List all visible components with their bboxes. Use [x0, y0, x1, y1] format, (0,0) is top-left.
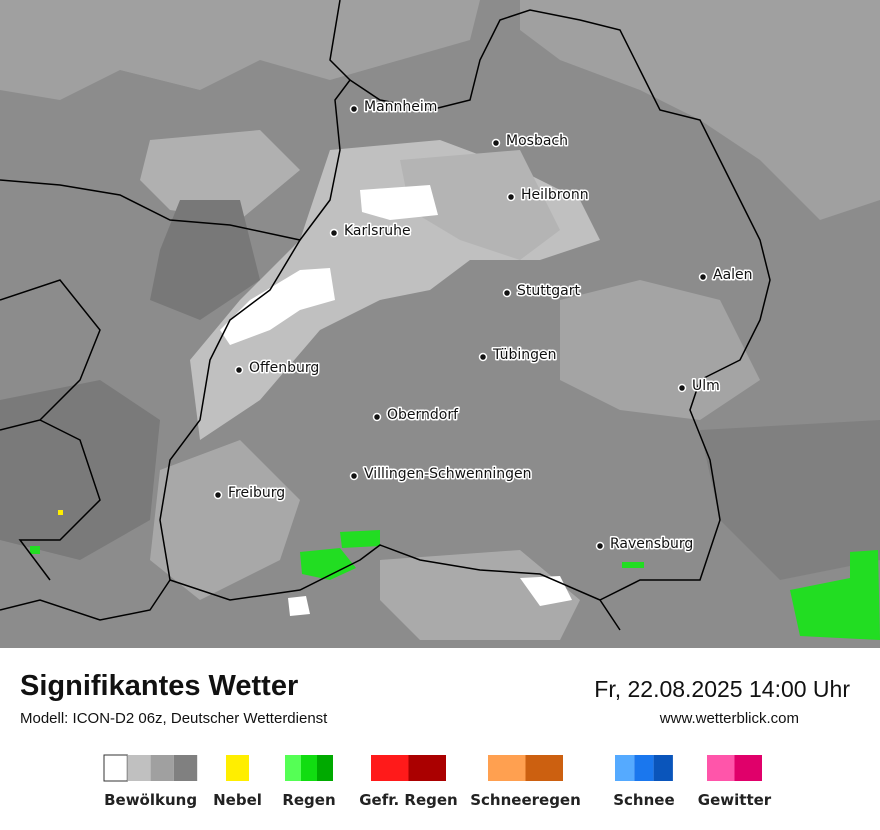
borders — [0, 0, 771, 631]
legend-swatch — [615, 755, 635, 781]
title: Signifikantes Wetter — [20, 670, 299, 702]
fog-spot — [58, 510, 63, 515]
legend-swatch — [634, 755, 654, 781]
city-dot — [349, 471, 359, 481]
legend-swatch — [285, 755, 301, 781]
city-dot — [502, 288, 512, 298]
city-dot — [234, 365, 244, 375]
legend-swatch — [226, 755, 249, 781]
city-dot — [478, 352, 488, 362]
city-dot — [677, 383, 687, 393]
city-label: Heilbronn — [521, 187, 589, 203]
subtitle: Modell: ICON-D2 06z, Deutscher Wetterdie… — [20, 710, 328, 727]
city-dot — [491, 138, 501, 148]
city-dot — [372, 412, 382, 422]
legend-swatch — [301, 755, 317, 781]
website: www.wetterblick.com — [659, 710, 799, 727]
city-label: Ravensburg — [610, 536, 693, 552]
legend-label: Gewitter — [698, 791, 772, 809]
legend-swatch — [103, 754, 128, 782]
legend-label: Schnee — [613, 791, 674, 809]
city-label: Mannheim — [364, 99, 437, 115]
legend-label: Regen — [282, 791, 335, 809]
city-label: Stuttgart — [517, 283, 580, 299]
legend-swatch — [525, 755, 563, 781]
legend-swatch — [408, 755, 446, 781]
city-label: Villingen-Schwenningen — [364, 466, 532, 482]
city-label: Mosbach — [506, 133, 568, 149]
legend-label: Schneeregen — [470, 791, 581, 809]
legend-swatch — [150, 755, 174, 781]
city-dot — [698, 272, 708, 282]
city-layer: Mannheim Mosbach Heilbronn Karlsruhe Aalen St… — [213, 98, 754, 554]
legend-label: Gefr. Regen — [359, 791, 458, 809]
city-dot — [349, 104, 359, 114]
legend-swatch — [734, 755, 762, 781]
legend-swatch — [707, 755, 735, 781]
city-dot — [506, 192, 516, 202]
city-dot — [329, 228, 339, 238]
city-label: Freiburg — [228, 485, 285, 501]
legend: Bewölkung Nebel Regen Gefr. Regen Schneerege… — [103, 754, 772, 809]
cloud-layers — [0, 0, 880, 640]
legend-swatch — [488, 755, 526, 781]
legend-label: Bewölkung — [104, 791, 197, 809]
rain-areas — [30, 530, 880, 640]
legend-label: Nebel — [213, 791, 262, 809]
city-label: Ulm — [692, 378, 720, 394]
city-label: Karlsruhe — [344, 223, 411, 239]
legend-swatch — [173, 755, 198, 781]
weather-map: Mannheim Mosbach Heilbronn Karlsruhe Aalen St… — [0, 0, 880, 648]
legend-swatch — [127, 755, 151, 781]
city-label: Aalen — [713, 267, 753, 283]
city-label: Oberndorf — [387, 407, 459, 423]
datetime: Fr, 22.08.2025 14:00 Uhr — [594, 676, 850, 702]
city-label: Offenburg — [249, 360, 319, 376]
city-label: Tübingen — [492, 347, 557, 363]
legend-swatch — [317, 755, 333, 781]
city-dot — [213, 490, 223, 500]
city-dot — [595, 541, 605, 551]
legend-swatch — [371, 755, 409, 781]
legend-swatch — [653, 755, 673, 781]
